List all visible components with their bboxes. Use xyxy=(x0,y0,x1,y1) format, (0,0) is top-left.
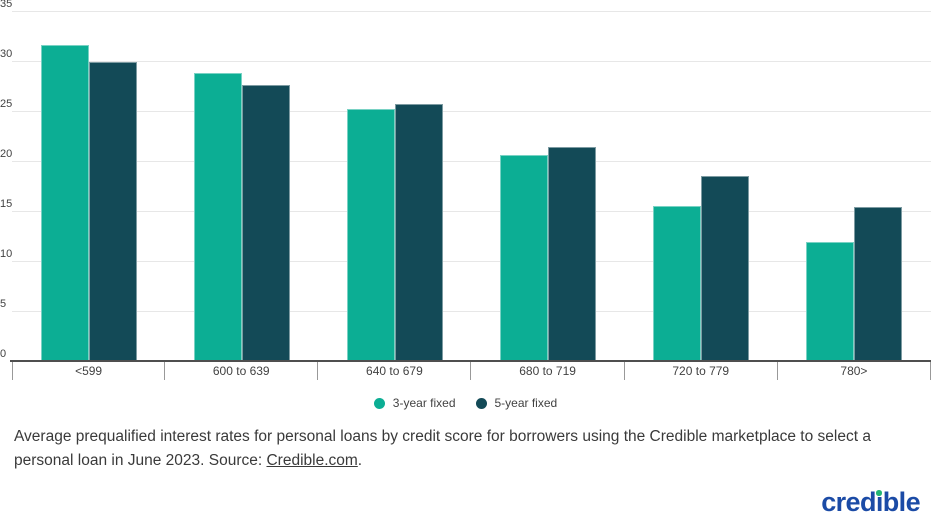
gridline xyxy=(12,61,931,62)
legend-swatch-icon xyxy=(373,397,385,409)
bar-3-year-fixed-640-to-679 xyxy=(346,109,395,361)
y-axis-tick-label: 10 xyxy=(0,248,13,260)
legend-label: 3-year fixed xyxy=(392,396,456,410)
legend-label: 5-year fixed xyxy=(494,396,558,410)
chart-legend: 3-year fixed 5-year fixed xyxy=(0,396,931,410)
logo-text-part2: ble xyxy=(882,487,921,517)
x-axis-category-label: 680 to 719 xyxy=(472,362,625,380)
bar-5-year-fixed-<599 xyxy=(88,62,137,361)
bar-5-year-fixed-680-to-719 xyxy=(548,147,597,361)
y-axis-tick-label: 20 xyxy=(0,148,13,160)
y-axis-tick-label: 15 xyxy=(0,198,13,210)
logo-green-dot-icon xyxy=(876,490,882,496)
credible-link[interactable]: Credible.com xyxy=(266,452,358,469)
bar-3-year-fixed-600-to-639 xyxy=(193,73,242,361)
credible-logo: credı ble xyxy=(821,487,920,517)
bar-3-year-fixed-680-to-719 xyxy=(500,155,549,361)
bar-3-year-fixed-720-to-779 xyxy=(653,206,702,361)
gridline xyxy=(12,161,931,162)
gridline xyxy=(12,261,931,262)
x-axis-category-label: 640 to 679 xyxy=(318,362,472,380)
bar-5-year-fixed-720-to-779 xyxy=(701,176,750,361)
y-axis-tick-label: 0 xyxy=(0,348,7,360)
legend-item: 5-year fixed xyxy=(475,396,558,410)
bar-5-year-fixed-640-to-679 xyxy=(394,104,443,361)
gridline xyxy=(12,111,931,112)
bar-chart: 0 5 10 15 20 25 30 35 <599 600 to 639 640 to 679 68… xyxy=(0,0,931,380)
bar-5-year-fixed-780> xyxy=(854,207,903,361)
x-axis-category-label: 720 to 779 xyxy=(625,362,778,380)
caption-text: Average prequalified interest rates for … xyxy=(14,428,871,469)
gridline xyxy=(12,211,931,212)
x-axis-category-label: <599 xyxy=(12,362,166,380)
x-axis-category-label: 780> xyxy=(778,362,931,380)
logo-text-part1: cred xyxy=(821,487,876,517)
logo-letter-i: ı xyxy=(876,487,883,517)
bar-3-year-fixed-780> xyxy=(806,242,855,361)
y-axis-tick-label: 30 xyxy=(0,48,13,60)
legend-swatch-icon xyxy=(475,397,487,409)
bar-3-year-fixed-<599 xyxy=(40,45,89,361)
x-axis-line xyxy=(10,360,931,362)
bar-5-year-fixed-600-to-639 xyxy=(241,85,290,361)
logo-dotless-i: ı xyxy=(875,487,883,517)
y-axis-tick-label: 25 xyxy=(0,98,13,110)
x-axis-category-label: 600 to 639 xyxy=(165,362,319,380)
legend-item: 3-year fixed xyxy=(373,396,456,410)
y-axis-tick-label: 5 xyxy=(0,298,7,310)
chart-caption: Average prequalified interest rates for … xyxy=(14,425,917,473)
gridline xyxy=(12,311,931,312)
y-axis-tick-label: 35 xyxy=(0,0,13,10)
caption-period: . xyxy=(357,452,363,469)
gridline xyxy=(12,11,931,12)
